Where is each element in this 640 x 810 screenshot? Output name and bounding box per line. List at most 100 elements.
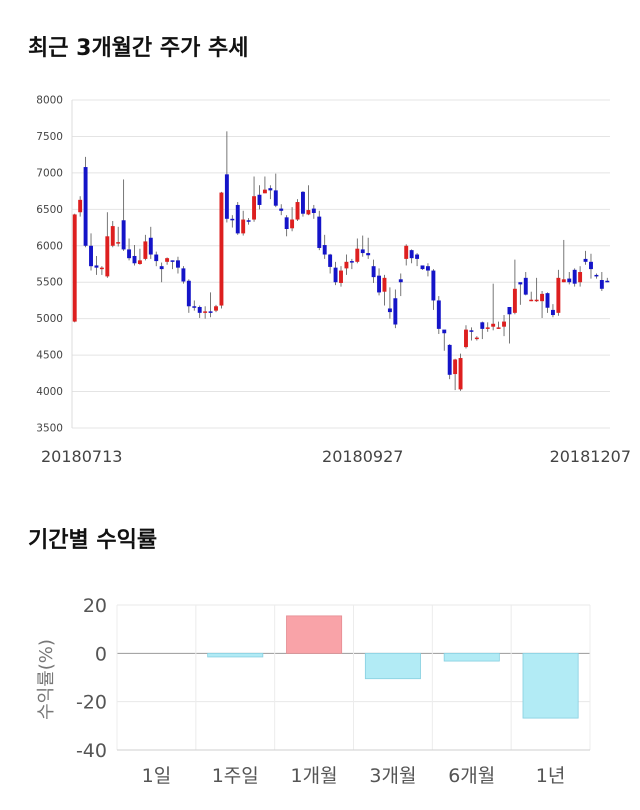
candle-body xyxy=(154,254,159,262)
returns-title: 기간별 수익률 xyxy=(28,528,158,553)
candle-body xyxy=(295,202,300,220)
candle-body xyxy=(377,275,381,293)
candle-body xyxy=(442,329,447,334)
candle-body xyxy=(344,261,349,269)
y-tick-label: 20 xyxy=(83,595,107,617)
candle-body xyxy=(420,265,425,270)
candle-body xyxy=(279,208,284,211)
y-tick-label: -40 xyxy=(76,740,107,762)
candle-body xyxy=(94,265,99,268)
candle-body xyxy=(605,280,610,283)
candle-body xyxy=(290,219,295,229)
y-tick-label: 6500 xyxy=(36,204,63,216)
x-tick-label: 6개월 xyxy=(448,765,495,787)
candle-body xyxy=(415,254,420,259)
candle-body xyxy=(246,220,251,222)
candle-body xyxy=(540,293,545,302)
candle-body xyxy=(355,248,360,262)
candle-body xyxy=(496,327,501,329)
candle-body xyxy=(170,260,175,262)
candle-body xyxy=(393,298,398,325)
y-tick-label: 3500 xyxy=(36,423,63,435)
candle-body xyxy=(181,268,186,282)
candle-body xyxy=(550,309,555,316)
x-tick-label: 1년 xyxy=(536,765,566,787)
candle-body xyxy=(284,217,289,230)
candle-body xyxy=(589,261,593,270)
candle-body xyxy=(512,288,517,313)
candle-body xyxy=(252,196,257,220)
candle-body xyxy=(148,237,153,255)
candle-body xyxy=(404,245,409,259)
y-axis-label: 수익률(%) xyxy=(36,639,57,720)
candle-body xyxy=(192,306,197,308)
candle-body xyxy=(262,189,267,194)
candle-body xyxy=(176,260,180,268)
candle-body xyxy=(127,249,132,259)
candle-body xyxy=(110,226,115,246)
candle-body xyxy=(366,253,371,256)
candle-body xyxy=(322,245,327,255)
candle-body xyxy=(491,323,496,327)
y-tick-label: -20 xyxy=(76,692,107,714)
candle-body xyxy=(556,277,561,313)
candle-body xyxy=(507,307,512,315)
candle-body xyxy=(382,277,387,292)
candle-body xyxy=(197,307,202,313)
candle-body xyxy=(78,199,83,213)
return-bar xyxy=(207,652,264,658)
candle-body xyxy=(469,330,474,332)
x-tick-label: 20181207 xyxy=(550,447,631,466)
candle-body xyxy=(273,190,278,206)
return-bar xyxy=(443,652,500,662)
candle-body xyxy=(409,250,414,259)
candle-body xyxy=(447,344,452,375)
y-tick-label: 0 xyxy=(95,643,107,665)
x-tick-label: 1개월 xyxy=(291,765,338,787)
candle-body xyxy=(529,299,534,302)
candle-body xyxy=(371,266,376,278)
y-tick-label: 6000 xyxy=(36,240,63,252)
candle-body xyxy=(534,299,539,302)
candle-body xyxy=(219,192,224,306)
candle-body xyxy=(83,167,88,246)
x-tick-label: 1일 xyxy=(142,765,172,787)
candle-body xyxy=(89,245,93,267)
candle-body xyxy=(567,278,572,283)
candle-body xyxy=(143,241,148,259)
candle-body xyxy=(72,214,77,322)
candle-body xyxy=(224,174,229,219)
return-bar xyxy=(522,652,579,719)
candle-body xyxy=(485,327,490,329)
y-tick-label: 7000 xyxy=(36,167,63,179)
candle-body xyxy=(572,269,577,284)
x-tick-label: 1주일 xyxy=(212,765,259,787)
candle-body xyxy=(599,280,604,289)
candle-body xyxy=(339,270,343,283)
return-bar xyxy=(286,615,343,654)
candle-body xyxy=(306,210,311,215)
candle-body xyxy=(328,254,333,267)
candle-body xyxy=(523,277,528,295)
candle-body xyxy=(594,274,599,277)
candle-body xyxy=(398,279,403,283)
candle-body xyxy=(257,194,262,205)
candle-body xyxy=(480,322,485,329)
y-tick-label: 4500 xyxy=(36,350,63,362)
y-tick-label: 5000 xyxy=(36,313,63,325)
candle-body xyxy=(502,321,506,327)
y-tick-label: 5500 xyxy=(36,277,63,289)
y-tick-label: 4000 xyxy=(36,386,63,398)
candle-body xyxy=(458,358,463,390)
return-bar xyxy=(364,652,421,680)
candle-body xyxy=(241,219,246,234)
candle-body xyxy=(137,260,142,264)
candle-body xyxy=(545,293,550,308)
candle-body xyxy=(121,220,126,250)
candlestick-chart: 3500 4000 4500 5000 5500 6000 6500 7000 7500 8000… xyxy=(36,95,631,467)
candle-body xyxy=(214,306,218,311)
candle-body xyxy=(464,329,468,348)
candle-body xyxy=(387,308,392,313)
candle-body xyxy=(583,258,588,262)
